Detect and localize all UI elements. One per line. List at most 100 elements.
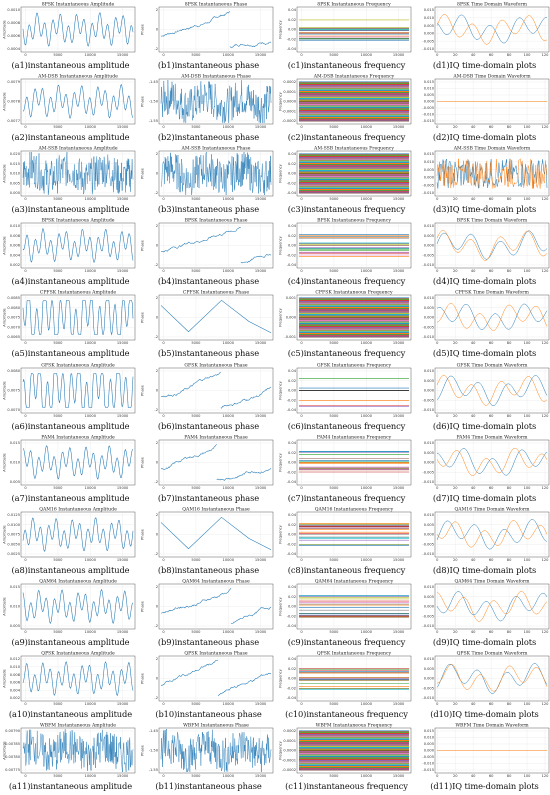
y-tick-label: -0.010: [422, 552, 434, 556]
x-tick-label: 5000: [329, 774, 339, 778]
y-tick-label: 0.000: [424, 749, 435, 753]
y-tick-label: 0.015: [424, 8, 434, 12]
subplot-13: BPSK Instantaneous Amplitude 0.010 0.008 0.…: [2, 217, 139, 289]
x-tick-label: 5000: [329, 341, 339, 345]
x-tick-label: 0: [300, 414, 303, 418]
subplot-caption: (b3)instantaneous phase: [157, 204, 260, 215]
y-tick-label: 0.00: [288, 388, 297, 392]
chart-title: AM-SSB Instantaneous Phase: [181, 146, 251, 152]
chart-svg: 8PSK Instantaneous Frequency 0.04 0.02 0.00…: [279, 2, 412, 57]
chart-title: QAM64 Instantaneous Amplitude: [39, 578, 117, 584]
y-tick-label: 0.02: [288, 378, 296, 382]
subplot-11: AM-SSB Instantaneous Frequency 0.04 0.02 0.…: [278, 145, 415, 217]
phase-line: [160, 443, 272, 481]
chart-svg: 8PSK Instantaneous Phase 2 0 -2 0 5000 10000 15…: [141, 2, 274, 57]
chart-svg: QAM16 Instantaneous Amplitude 0.0125 0.010…: [3, 506, 136, 562]
y-tick-label: 2: [156, 513, 158, 517]
chart-svg: CPFSK Instantaneous Phase 2 0 -2 0 5000 10000 1…: [141, 290, 274, 345]
subplot-32: QAM16 Time Domain Waveform 0.010 0.005 0.00…: [416, 506, 550, 578]
y-tick-label: 0.0008: [7, 21, 20, 25]
chart-title: CPFSK Instantaneous Amplitude: [40, 290, 117, 296]
x-tick-label: 10000: [85, 269, 97, 273]
subplot-5: AM-DSB Instantaneous Amplitude 0.0079 0.00…: [2, 73, 139, 145]
y-tick-label: 0.0025: [7, 552, 20, 556]
y-tick-label: 0: [156, 388, 159, 392]
q-channel-line: [436, 158, 548, 189]
y-axis-label: Amplitude: [3, 236, 7, 255]
x-tick-label: 15000: [117, 414, 129, 418]
chart-title: AM-SSB Time Domain Waveform: [453, 146, 531, 152]
amplitude-line: [22, 588, 134, 624]
x-tick-label: 10000: [361, 414, 373, 418]
subplot-23: GFSK Instantaneous Frequency 0.04 0.02 0.00…: [278, 362, 415, 434]
x-tick-label: 10000: [85, 702, 97, 706]
subplot-18: CPFSK Instantaneous Phase 2 0 -2 0 5000 10000 1…: [140, 289, 277, 361]
x-tick-label: 5000: [329, 558, 339, 562]
y-tick-label: -0.010: [422, 696, 434, 700]
subplot-caption: (d3)IQ time-domain plots: [432, 204, 537, 215]
y-tick-label: 0.00775: [5, 768, 20, 772]
x-tick-label: 60: [489, 558, 494, 562]
y-tick-label: -2: [154, 263, 158, 267]
x-tick-label: 60: [489, 197, 494, 201]
y-tick-label: 0.00: [288, 532, 297, 536]
y-tick-label: 0.0002: [283, 80, 296, 84]
x-tick-label: 100: [524, 774, 532, 778]
y-tick-label: 0.010: [424, 224, 435, 228]
x-tick-label: 10000: [361, 53, 373, 57]
x-tick-label: 5000: [53, 414, 63, 418]
x-tick-label: 10000: [223, 486, 235, 490]
x-tick-label: 60: [489, 341, 494, 345]
chart-title: QAM16 Instantaneous Phase: [182, 506, 250, 512]
y-tick-label: 0.004: [10, 688, 21, 692]
chart-svg: BPSK Instantaneous Frequency 0.04 0.02 0.00…: [279, 218, 412, 273]
y-tick-label: 0.000: [424, 388, 435, 392]
subplot-6: AM-DSB Instantaneous Phase -1.45 -1.50 -1.5…: [140, 73, 277, 145]
y-tick-label: 0.04: [288, 224, 297, 228]
i-channel-line: [436, 591, 548, 622]
subplot-19: CPFSK Instantaneous Frequency 0.001 0.000 -…: [278, 289, 415, 361]
chart-title: AM-DSB Time Domain Waveform: [452, 74, 531, 80]
x-tick-label: 5000: [53, 486, 63, 490]
subplot-38: QPSK Instantaneous Phase 2 0 -2 0 5000 10000 15…: [140, 650, 277, 722]
subplot-caption: (d2)IQ time-domain plots: [432, 132, 537, 143]
x-tick-label: 15000: [393, 53, 405, 57]
x-tick-label: 5000: [53, 630, 63, 634]
chart-svg: AM-DSB Instantaneous Amplitude 0.0079 0.00…: [3, 74, 136, 129]
q-channel-line: [437, 664, 548, 692]
x-tick-label: 5000: [329, 486, 339, 490]
subplot-8: AM-DSB Time Domain Waveform 0.015 0.010 0.0…: [416, 73, 550, 145]
y-tick-label: 0.00: [288, 677, 297, 681]
x-tick-label: 10000: [85, 197, 97, 201]
subplot-4: 8PSK Time Domain Waveform 0.015 0.010 0.005…: [416, 1, 550, 73]
y-tick-label: -2: [154, 696, 158, 700]
x-tick-label: 40: [471, 702, 476, 706]
chart-title: 8PSK Instantaneous Phase: [185, 2, 248, 8]
y-tick-label: -0.04: [287, 191, 297, 195]
y-tick-label: -0.005: [422, 614, 434, 618]
y-tick-label: -0.010: [422, 191, 434, 195]
subplot-caption: (c4)instantaneous frequency: [287, 276, 406, 287]
y-tick-label: 0.005: [424, 523, 434, 527]
subplot-caption: (d7)IQ time-domain plots: [432, 492, 537, 503]
subplot-1: 8PSK Instantaneous Amplitude 0.0010 0.0008…: [2, 1, 139, 73]
x-tick-label: 0: [436, 197, 439, 201]
subplot-9: AM-SSB Instantaneous Amplitude 0.020 0.015…: [2, 145, 139, 217]
x-tick-label: 40: [471, 414, 476, 418]
q-channel-line: [436, 303, 548, 332]
x-tick-label: 15000: [393, 341, 405, 345]
y-axis-label: Phase: [141, 23, 145, 35]
subplot-caption: (b5)instantaneous phase: [157, 348, 260, 359]
y-tick-label: -0.02: [287, 254, 296, 258]
y-tick-label: 0.010: [10, 604, 21, 608]
phase-line: [160, 227, 272, 264]
y-tick-label: -0.005: [422, 755, 434, 759]
chart-svg: QAM64 Instantaneous Phase 2 0 -2 0 5000 10000 1…: [141, 578, 274, 634]
y-tick-label: 0.000: [424, 532, 435, 536]
x-tick-label: 5000: [329, 702, 339, 706]
y-axis-label: Amplitude: [3, 596, 7, 615]
chart-svg: BPSK Time Domain Waveform 0.010 0.005 0.000…: [422, 218, 550, 273]
x-tick-label: 15000: [393, 702, 405, 706]
x-tick-label: 10000: [223, 197, 235, 201]
y-tick-label: 0.02: [288, 595, 296, 599]
